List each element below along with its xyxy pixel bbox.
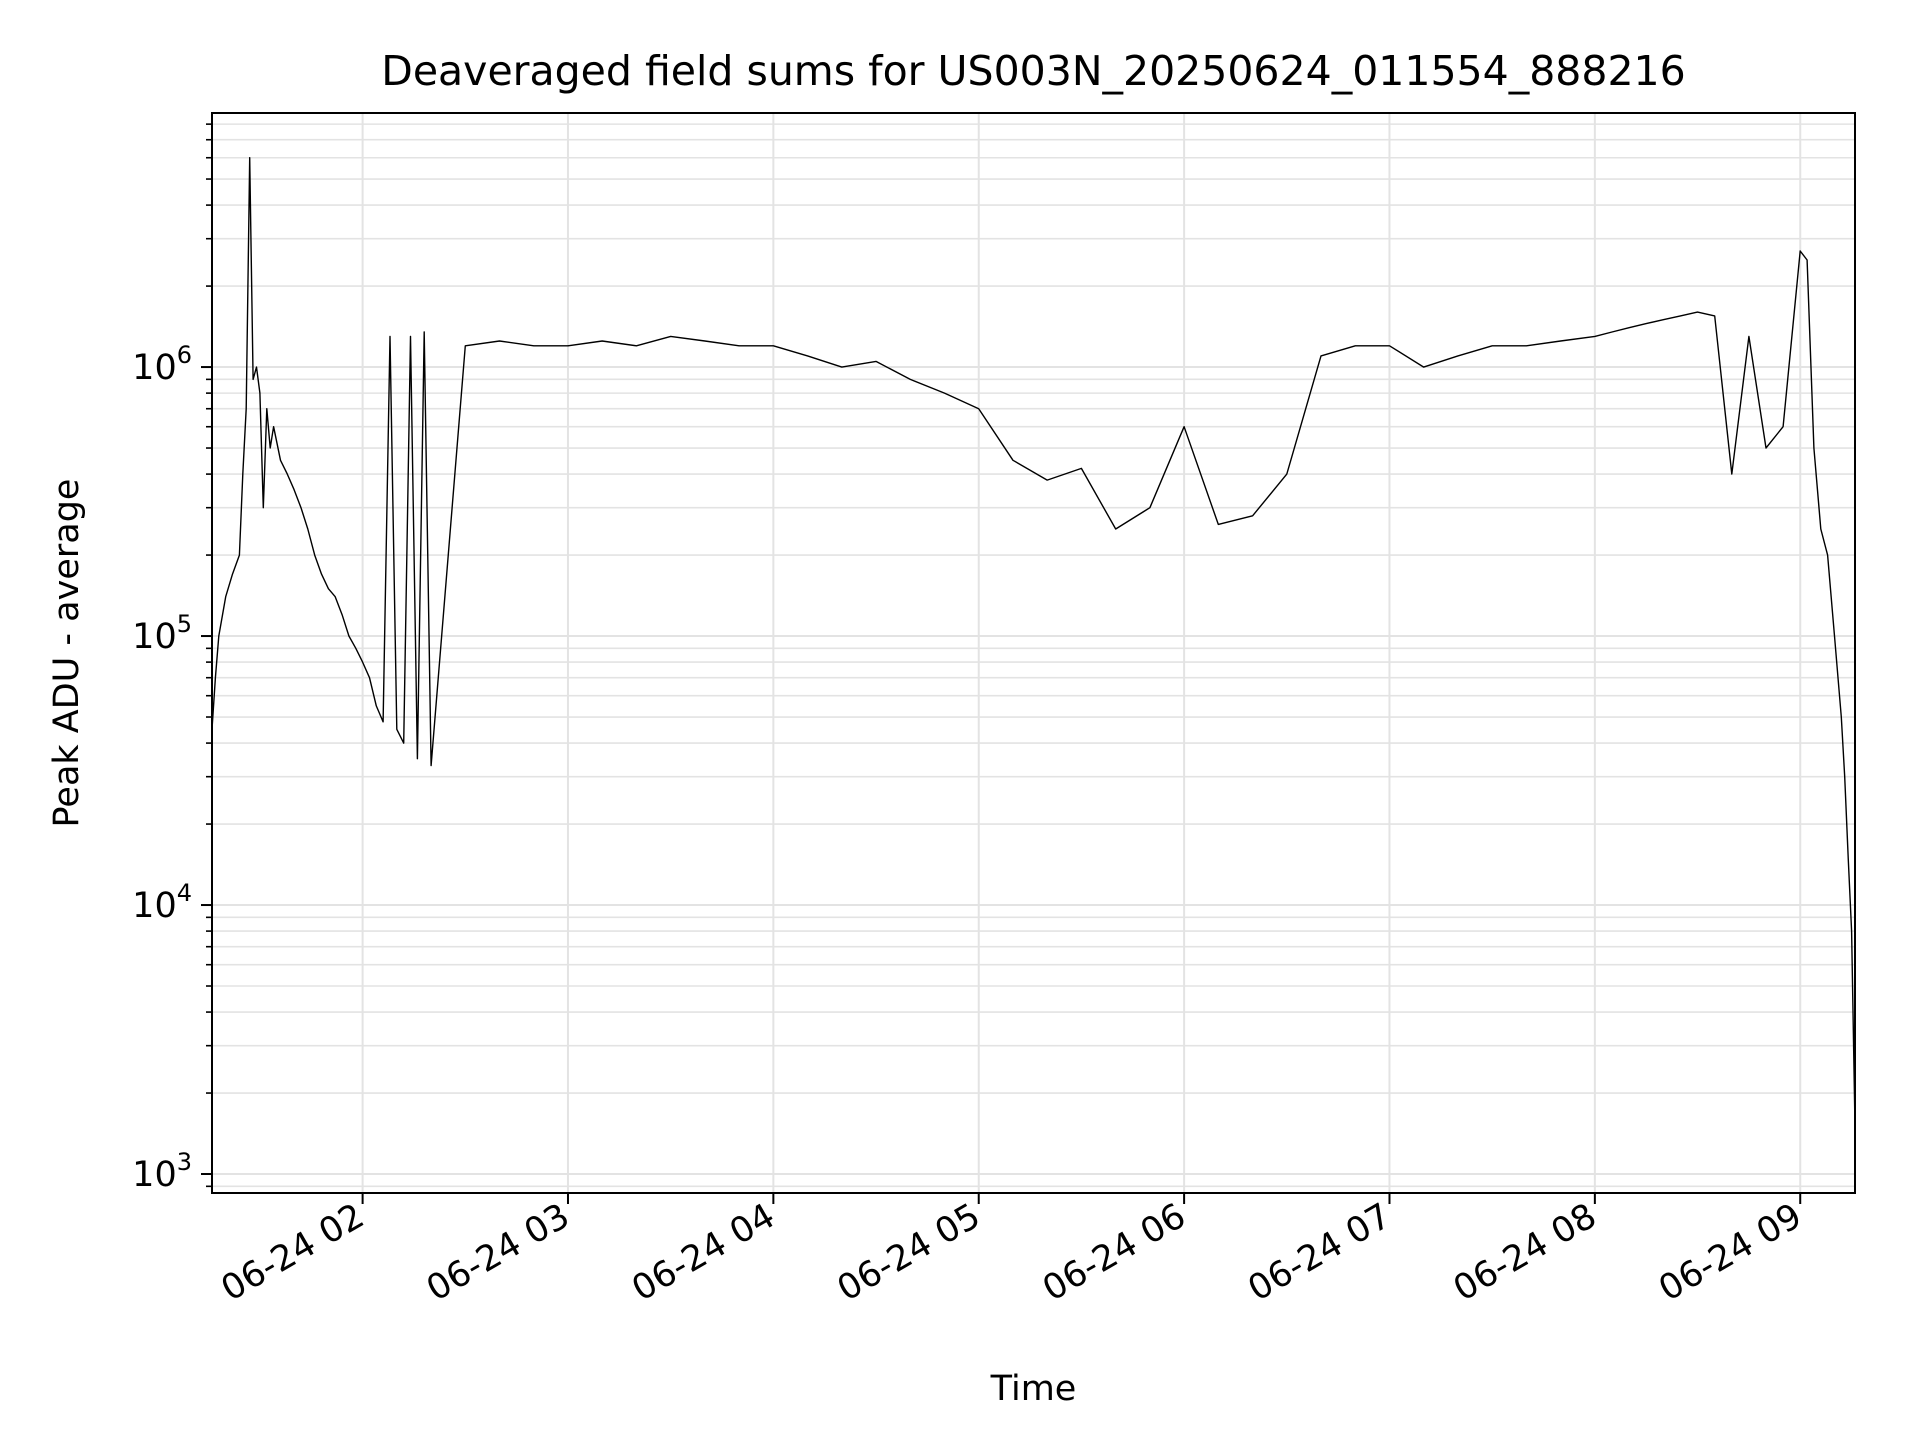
y-tick-label: 104 (132, 879, 192, 926)
x-tick-label: 06-24 05 (831, 1196, 987, 1309)
x-axis-label: Time (990, 1369, 1077, 1409)
plot-area-frame (211, 112, 1856, 1194)
y-axis: 103 104 105 106 (132, 123, 212, 1195)
chart-title: Deaveraged field sums for US003N_2025062… (381, 47, 1685, 95)
y-tick-label: 103 (132, 1148, 192, 1195)
x-tick-label: 06-24 06 (1036, 1196, 1192, 1309)
grid (212, 113, 1855, 1193)
series-line (211, 156, 1856, 1127)
x-tick-label: 06-24 02 (215, 1196, 371, 1309)
series-layer (211, 156, 1856, 1127)
x-tick-label: 06-24 07 (1242, 1196, 1398, 1309)
x-tick-label: 06-24 03 (420, 1196, 576, 1309)
y-axis-label: Peak ADU - average (47, 479, 87, 828)
y-tick-label: 105 (132, 610, 192, 657)
x-tick-label: 06-24 08 (1447, 1196, 1603, 1309)
x-tick-label: 06-24 09 (1652, 1196, 1808, 1309)
x-tick-label: 06-24 04 (626, 1196, 782, 1309)
y-tick-label: 106 (132, 341, 192, 388)
x-axis: 06-24 02 06-24 03 06-24 04 06-24 05 06-24 06… (215, 1193, 1809, 1309)
